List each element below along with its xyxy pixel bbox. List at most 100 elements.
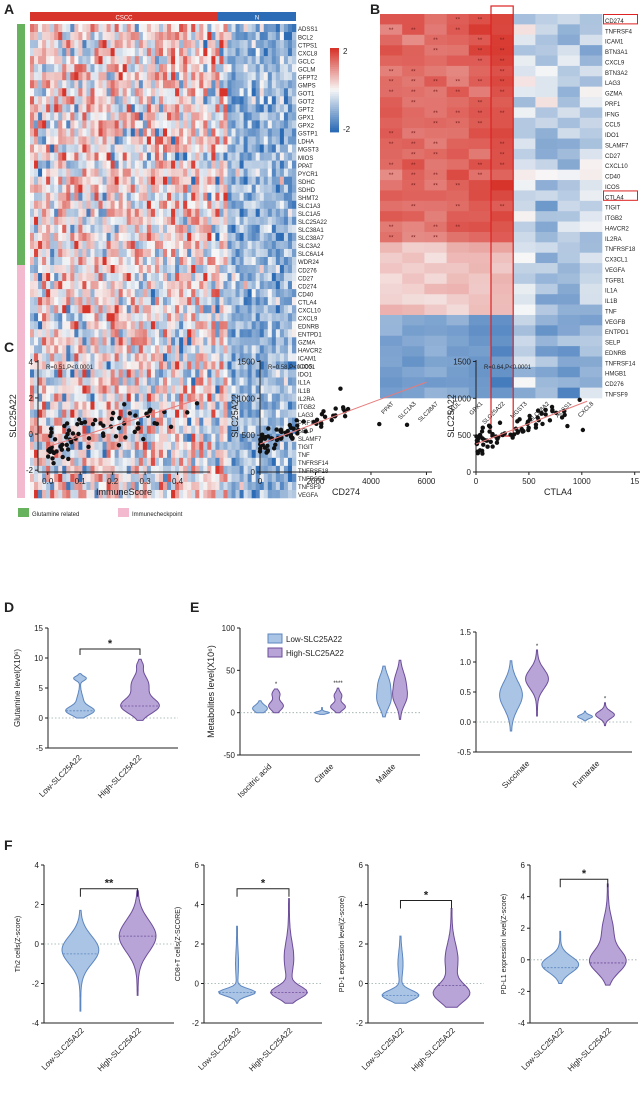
heatmap-a-cell	[195, 361, 200, 370]
heatmap-a-cell	[231, 160, 236, 169]
heatmap-a-cell	[267, 120, 273, 129]
heatmap-a-cell	[235, 232, 240, 242]
heatmap-a-cell	[158, 321, 164, 330]
heatmap-a-cell	[235, 112, 240, 121]
heatmap-a-cell	[154, 433, 160, 443]
heatmap-a-cell	[235, 176, 240, 185]
heatmap-a-cell	[235, 128, 240, 137]
heatmap-b-cell	[579, 335, 603, 347]
heatmap-a-cell	[207, 224, 212, 234]
scatter-point	[342, 413, 348, 419]
violin-d-group-label-high: High-SLC25A22	[96, 753, 144, 801]
heatmap-a-cell	[106, 353, 111, 362]
heatmap-b-cell	[424, 97, 447, 108]
heatmap-a-cell	[203, 248, 208, 258]
heatmap-a-cell	[179, 417, 184, 426]
heatmap-a-cell	[30, 120, 35, 129]
heatmap-a-cell	[34, 96, 39, 105]
heatmap-a-cell	[287, 32, 293, 41]
heatmap-a-cell	[247, 273, 252, 282]
heatmap-a-cell	[106, 256, 111, 266]
heatmap-b-cell	[557, 377, 581, 388]
heatmap-a-cell	[215, 232, 220, 242]
heatmap-a-cell	[138, 289, 144, 298]
heatmap-a-cell	[195, 481, 200, 491]
heatmap-b-star: **	[500, 152, 505, 158]
heatmap-a-cell	[267, 409, 273, 418]
scatter-point	[136, 425, 141, 431]
heatmap-a-cell	[78, 128, 83, 137]
scatter-point	[474, 434, 479, 439]
heatmap-a-cell	[50, 200, 55, 210]
heatmap-a-cell	[243, 136, 248, 145]
heatmap-a-cell	[30, 361, 35, 370]
heatmap-a-cell	[191, 200, 196, 210]
heatmap-b-cell	[513, 325, 536, 337]
heatmap-b-cell	[446, 107, 470, 119]
heatmap-a-cell	[279, 96, 285, 105]
heatmap-a-cell	[239, 401, 244, 410]
heatmap-a-cell	[207, 88, 212, 97]
heatmap-a-cell	[263, 72, 269, 81]
heatmap-a-cell	[30, 80, 35, 89]
heatmap-a-cell	[102, 361, 107, 370]
heatmap-b-row-label: CD27	[605, 154, 621, 160]
heatmap-b-cell	[579, 14, 603, 25]
heatmap-b-cell	[579, 169, 603, 181]
scatter-point	[533, 425, 539, 430]
heatmap-a-cell	[94, 313, 99, 322]
heatmap-a-cell	[291, 361, 297, 370]
heatmap-b-cell	[557, 65, 581, 77]
heatmap-b-cell	[579, 190, 603, 202]
heatmap-a-cell	[138, 56, 144, 65]
heatmap-a-cell	[54, 329, 59, 338]
heatmap-a-cell	[114, 224, 119, 234]
heatmap-a-cell	[183, 385, 188, 394]
heatmap-a-cell	[267, 353, 273, 362]
heatmap-a-cell	[90, 337, 95, 346]
heatmap-a-cell	[179, 337, 184, 346]
heatmap-a-cell	[235, 192, 240, 202]
heatmap-a-cell	[171, 377, 176, 386]
heatmap-a-cell	[215, 136, 220, 145]
heatmap-a-cell	[251, 297, 256, 306]
scatter-x-tick-label: 0	[258, 477, 263, 486]
heatmap-a-cell	[227, 329, 232, 338]
heatmap-a-cell	[211, 224, 216, 234]
heatmap-a-cell	[171, 168, 176, 177]
heatmap-a-cell	[154, 24, 160, 33]
heatmap-a-cell	[195, 248, 200, 258]
heatmap-b-cell	[513, 356, 536, 368]
heatmap-b-cell	[535, 76, 558, 87]
heatmap-a-cell	[195, 281, 200, 290]
heatmap-a-cell	[30, 56, 35, 65]
heatmap-a-cell	[50, 232, 55, 242]
heatmap-a-cell	[215, 24, 220, 33]
heatmap-a-cell	[130, 361, 136, 370]
heatmap-a-cell	[122, 473, 128, 483]
heatmap-a-cell	[38, 481, 43, 491]
heatmap-a-cell	[118, 353, 123, 362]
heatmap-b-row-label: EDNRB	[605, 351, 626, 357]
heatmap-a-cell	[146, 409, 152, 418]
heatmap-b-cell	[513, 335, 536, 347]
heatmap-a-cell	[223, 152, 228, 161]
heatmap-a-cell	[86, 401, 91, 410]
heatmap-a-cell	[247, 329, 252, 338]
heatmap-a-cell	[207, 361, 212, 370]
heatmap-a-cell	[259, 353, 265, 362]
heatmap-a-cell	[179, 449, 184, 459]
heatmap-a-cell	[211, 321, 216, 330]
heatmap-a-cell	[78, 40, 83, 49]
heatmap-a-cell	[94, 265, 99, 274]
heatmap-a-cell	[94, 481, 99, 491]
heatmap-a-cell	[66, 289, 71, 298]
heatmap-a-cell	[66, 216, 71, 226]
heatmap-a-cell	[118, 281, 123, 290]
heatmap-a-cell	[42, 361, 47, 370]
scatter-y-label: SLC25A22	[446, 394, 456, 438]
heatmap-a-row-label: WDR24	[298, 260, 320, 266]
heatmap-a-cell	[90, 248, 95, 258]
violin-f-group-label-low: Low-SLC25A22	[520, 1026, 566, 1072]
